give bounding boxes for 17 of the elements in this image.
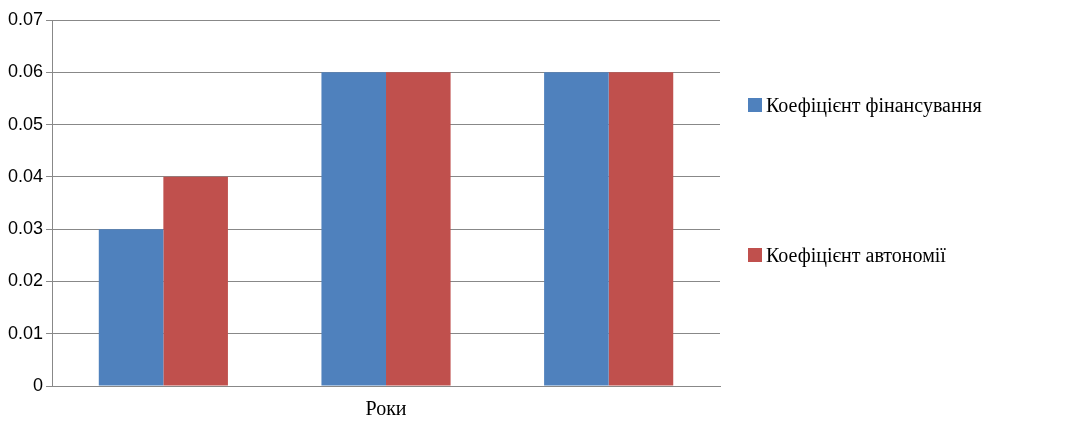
bar [544, 72, 609, 386]
bar [386, 72, 451, 386]
y-tick-label: 0.01 [7, 322, 44, 343]
y-tick-label: 0 [33, 374, 44, 395]
legend-label: Коефіцієнт автономії [766, 243, 946, 267]
y-tick-label: 0.04 [7, 165, 44, 186]
y-tick-label: 0.06 [7, 61, 44, 82]
y-tick-label: 0.07 [7, 8, 44, 29]
y-tick-label: 0.05 [7, 113, 44, 134]
y-tick-label: 0.02 [7, 270, 44, 291]
bar [321, 72, 387, 386]
legend-label: Коефіцієнт фінансування [766, 93, 982, 117]
bar [608, 72, 674, 386]
y-tick-label: 0.03 [7, 218, 44, 239]
bar [98, 229, 164, 386]
x-axis-title: Роки [365, 397, 407, 420]
bar [163, 176, 228, 386]
